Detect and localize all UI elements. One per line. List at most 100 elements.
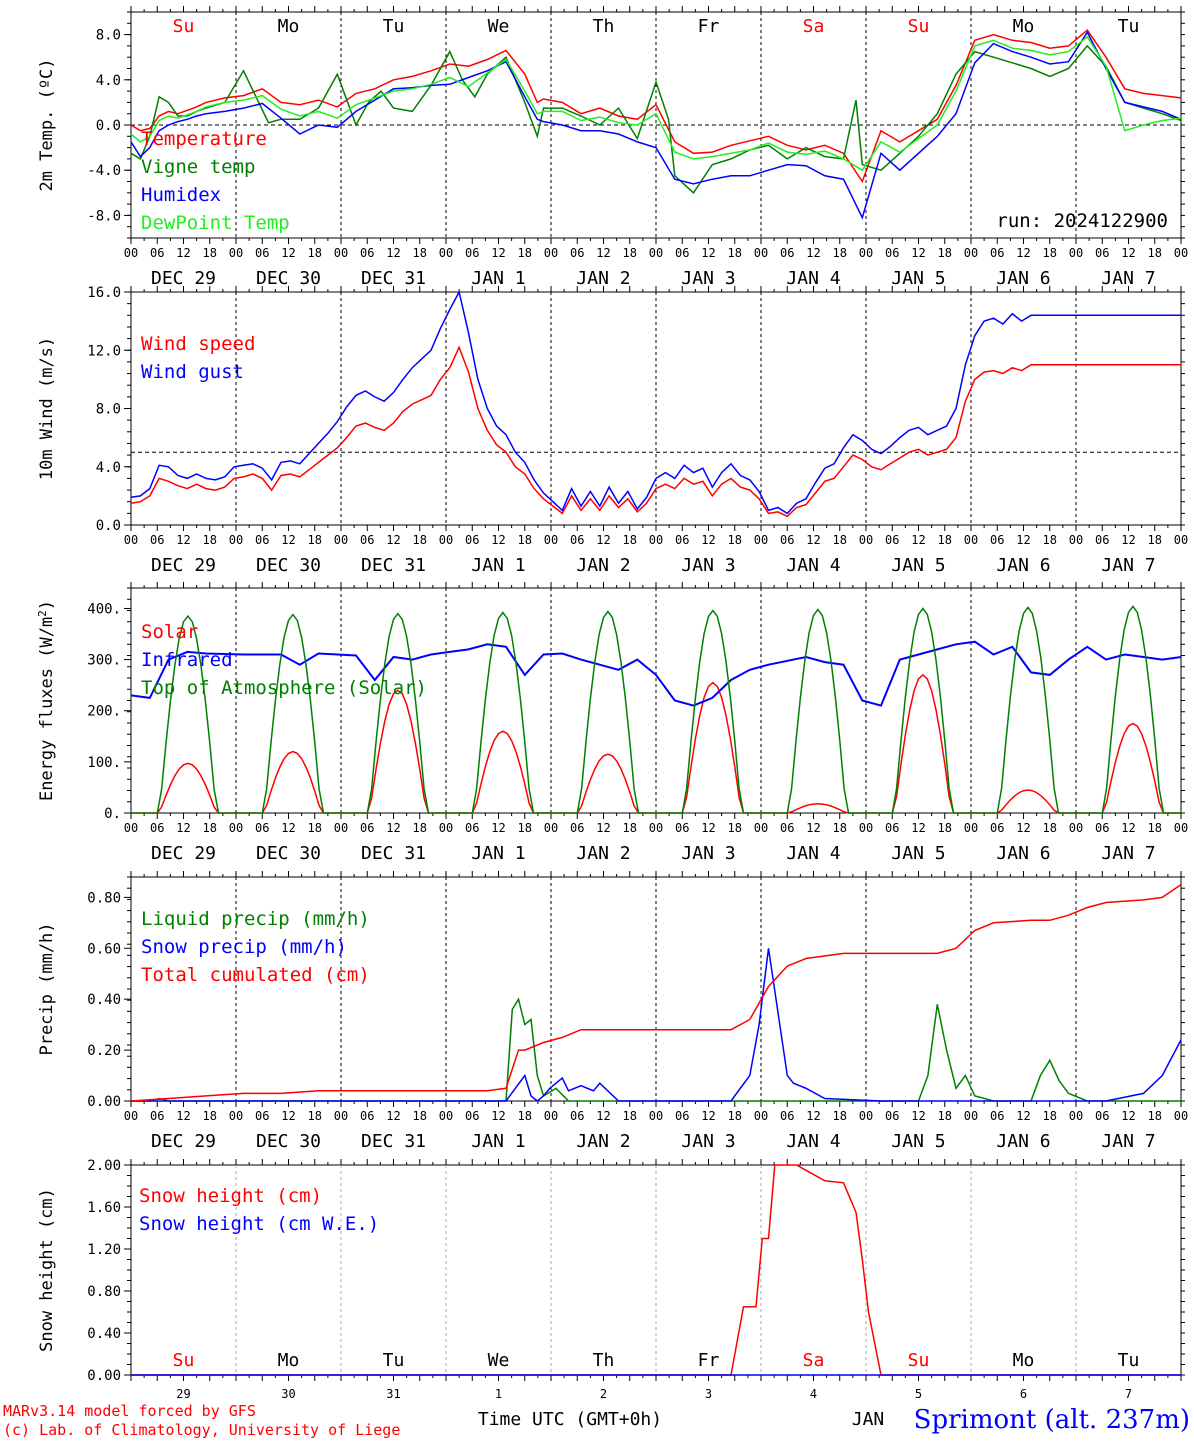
y-tick-label: 0.20 — [87, 1043, 121, 1059]
y-tick-label: 0.80 — [87, 890, 121, 906]
footer-model-credit: MARv3.14 model forced by GFS — [3, 1402, 256, 1420]
x-hour-label: 00 — [964, 1109, 978, 1123]
x-hour-label: 00 — [439, 821, 453, 835]
panel-2: 0.0 4.0 8.0 12.0 16.0 10m Wind (m/s) Wind spee… — [37, 285, 1188, 576]
x-hour-label: 18 — [1043, 1109, 1057, 1123]
day-of-week-label: Mo — [278, 16, 300, 37]
x-hour-label: 00 — [859, 533, 873, 547]
x-hour-label: 18 — [623, 246, 637, 260]
x-day-number: 5 — [915, 1387, 922, 1401]
series-line-2 — [130, 883, 1182, 1102]
day-of-week-label: Fr — [698, 1350, 720, 1371]
x-hour-label: 18 — [1148, 246, 1162, 260]
x-hour-label: 06 — [360, 533, 374, 547]
x-date-label: JAN 1 — [471, 1131, 525, 1152]
x-date-label: JAN 5 — [891, 843, 945, 864]
x-hour-label: 00 — [754, 246, 768, 260]
x-hour-label: 06 — [1095, 533, 1109, 547]
x-hour-label: 12 — [701, 1109, 715, 1123]
x-date-label: DEC 29 — [151, 268, 216, 289]
x-hour-label: 06 — [570, 1109, 584, 1123]
x-hour-label: 12 — [806, 533, 820, 547]
x-hour-label: 12 — [281, 1109, 295, 1123]
x-hour-label: 06 — [570, 246, 584, 260]
x-hour-label: 12 — [491, 533, 505, 547]
x-hour-label: 00 — [1069, 246, 1083, 260]
station-name: Sprimont (alt. 237m) — [914, 1405, 1190, 1435]
y-axis-label: 2m Temp. (ºC) — [37, 58, 57, 191]
x-hour-label: 00 — [754, 533, 768, 547]
day-of-week-label: Mo — [278, 1350, 300, 1371]
y-tick-label: 2.00 — [87, 1158, 121, 1174]
x-date-label: JAN 5 — [891, 555, 945, 576]
x-hour-label: 00 — [439, 533, 453, 547]
panel-4: 0.00 0.20 0.40 0.60 0.80 Precip (mm/h) Liquid … — [37, 871, 1188, 1152]
day-of-week-label: Su — [908, 1350, 930, 1371]
x-hour-label: 00 — [1174, 533, 1188, 547]
legend-entry: Liquid precip (mm/h) — [141, 908, 370, 930]
x-hour-label: 18 — [518, 246, 532, 260]
y-tick-label: 4.0 — [96, 73, 121, 89]
x-hour-label: 18 — [1148, 821, 1162, 835]
legend-entry: Wind speed — [141, 333, 255, 355]
x-date-label: DEC 30 — [256, 555, 321, 576]
x-hour-label: 12 — [1121, 533, 1135, 547]
x-hour-label: 00 — [754, 821, 768, 835]
x-hour-label: 06 — [360, 821, 374, 835]
x-hour-label: 06 — [255, 821, 269, 835]
legend-entry: Wind gust — [141, 361, 244, 383]
x-hour-label: 00 — [124, 1109, 138, 1123]
x-date-label: DEC 31 — [361, 843, 426, 864]
x-hour-label: 12 — [281, 533, 295, 547]
legend-entry: Temperature — [141, 128, 267, 150]
y-tick-label: 0.0 — [96, 518, 121, 534]
x-hour-label: 06 — [780, 533, 794, 547]
x-date-label: JAN 3 — [681, 555, 735, 576]
x-axis-extra: JAN — [852, 1409, 885, 1430]
panel-3: 0. 100. 200. 300. 400. Energy fluxes (W/m2) So… — [36, 582, 1188, 864]
x-hour-label: 06 — [990, 246, 1004, 260]
x-hour-label: 12 — [281, 246, 295, 260]
y-tick-label: 0.00 — [87, 1094, 121, 1110]
x-hour-label: 06 — [570, 533, 584, 547]
x-date-label: DEC 30 — [256, 268, 321, 289]
x-hour-label: 06 — [1095, 246, 1109, 260]
legend-entry: Solar — [141, 621, 198, 643]
x-hour-label: 06 — [885, 533, 899, 547]
x-hour-label: 12 — [806, 1109, 820, 1123]
x-hour-label: 18 — [1148, 1109, 1162, 1123]
x-hour-label: 00 — [229, 246, 243, 260]
x-date-label: JAN 5 — [891, 268, 945, 289]
series-line-1 — [130, 289, 1181, 515]
x-date-label: JAN 1 — [471, 268, 525, 289]
x-hour-label: 00 — [229, 533, 243, 547]
legend-entry: Top of Atmosphere (Solar) — [141, 677, 427, 699]
day-of-week-label: Mo — [1013, 1350, 1035, 1371]
x-hour-label: 06 — [570, 821, 584, 835]
footer-lab-credit: (c) Lab. of Climatology, University of L… — [3, 1421, 400, 1439]
day-of-week-label: Su — [908, 16, 930, 37]
y-tick-label: 4.0 — [96, 460, 121, 476]
x-hour-label: 06 — [675, 1109, 689, 1123]
x-hour-label: 00 — [544, 821, 558, 835]
series-line-2 — [131, 605, 1181, 814]
x-hour-label: 00 — [859, 246, 873, 260]
x-date-label: JAN 6 — [996, 843, 1050, 864]
series-line-3 — [130, 35, 1182, 172]
x-hour-label: 00 — [1069, 533, 1083, 547]
x-hour-label: 06 — [255, 533, 269, 547]
x-hour-label: 18 — [623, 533, 637, 547]
x-day-number: 29 — [176, 1387, 190, 1401]
x-hour-label: 18 — [728, 533, 742, 547]
day-of-week-label: Mo — [1013, 16, 1035, 37]
x-hour-label: 00 — [859, 1109, 873, 1123]
x-hour-label: 12 — [281, 821, 295, 835]
x-day-number: 6 — [1020, 1387, 1027, 1401]
x-hour-label: 00 — [649, 533, 663, 547]
x-hour-label: 06 — [780, 1109, 794, 1123]
x-hour-label: 18 — [413, 821, 427, 835]
x-hour-label: 12 — [1121, 821, 1135, 835]
run-annotation: run: 2024122900 — [996, 210, 1168, 232]
